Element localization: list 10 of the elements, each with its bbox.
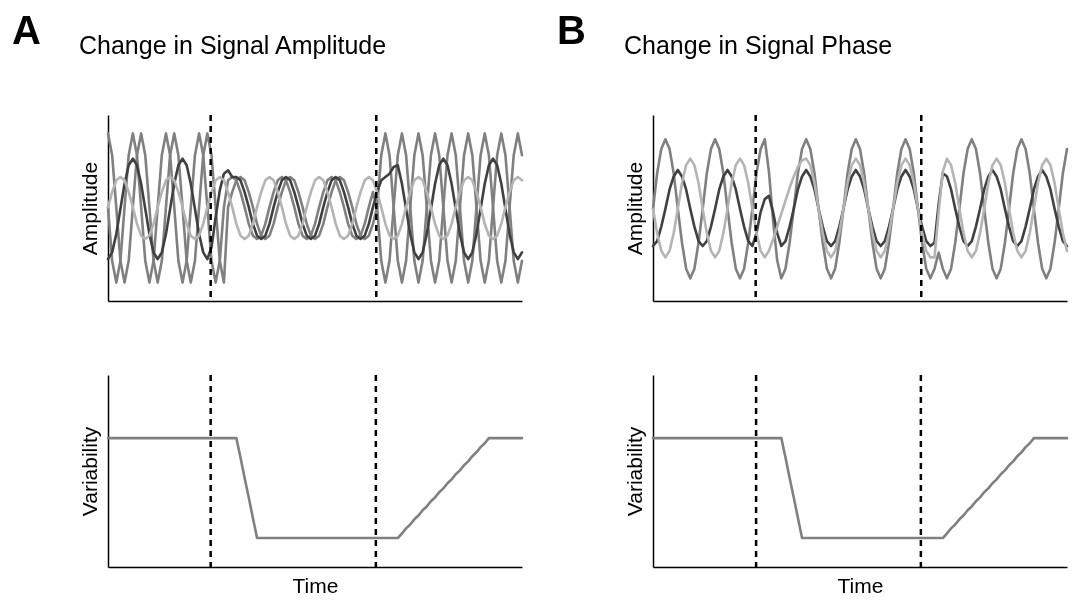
y-axis-title: Amplitude [622,161,646,256]
y-axis-title: Variability [622,426,646,517]
text: B [557,8,586,53]
chart-title: Change in Signal Phase [624,30,893,59]
chart-title: Change in Signal Amplitude [79,30,387,59]
text: A [12,8,41,53]
x-axis-title: Time [837,573,884,597]
y-axis-title: Variability [77,426,101,517]
y-axis-title: Amplitude [77,161,101,256]
x-axis-title: Time [292,573,339,597]
